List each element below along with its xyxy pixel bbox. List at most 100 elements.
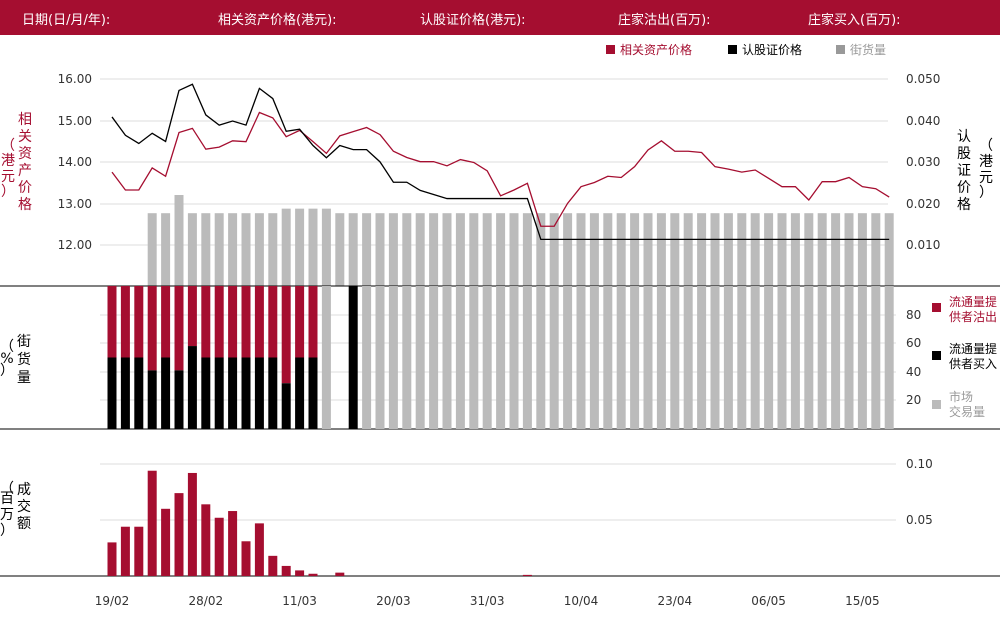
turnover-bar [214, 517, 224, 576]
market-volume-bar [536, 286, 546, 429]
market-volume-bar [415, 286, 425, 429]
outstanding-bar [737, 213, 747, 286]
legend-swatch-mm-buy [932, 351, 941, 360]
mm-sell-bar [308, 286, 318, 358]
market-volume-bar [469, 286, 479, 429]
x-tick-label: 20/03 [376, 594, 411, 608]
outstanding-bar [616, 213, 626, 286]
outstanding-bar [214, 213, 224, 286]
turnover-bar [147, 470, 157, 576]
outstanding-bar [308, 208, 318, 286]
svg-text:%: % [0, 351, 13, 367]
outstanding-bar [630, 213, 640, 286]
x-tick-label: 11/03 [282, 594, 317, 608]
legend-label-mm-sell-2: 供者沽出 [949, 310, 997, 324]
market-volume-bar [442, 286, 452, 429]
mm-buy-bar [281, 383, 291, 429]
outstanding-bar [764, 213, 774, 286]
svg-text:价: 价 [957, 180, 971, 196]
market-volume-bar [455, 286, 465, 429]
mm-buy-bar [107, 357, 117, 429]
market-volume-bar [496, 286, 506, 429]
x-axis-ticks: 19/02 28/02 11/03 20/03 31/03 10/04 23/04 06/05… [95, 594, 880, 608]
asset-price-label: 相关资产价格(港元): [218, 13, 337, 28]
svg-text:港: 港 [1, 153, 15, 169]
outstanding-bar [496, 213, 506, 286]
outstanding-bar [281, 208, 291, 286]
svg-text:（: （ [0, 339, 14, 355]
turnover-bar [174, 493, 184, 576]
legend-swatch-market [932, 400, 941, 409]
svg-text:交: 交 [17, 498, 31, 515]
svg-text:关: 关 [18, 129, 32, 145]
right-tick: 40 [906, 365, 921, 379]
market-volume-bar [857, 286, 867, 429]
turnover-bar [281, 565, 291, 576]
turnover-bar [187, 472, 197, 576]
market-volume-bar [402, 286, 412, 429]
right-tick: 0.030 [906, 155, 940, 169]
outstanding-bar [321, 208, 331, 286]
mm-sell-bar [268, 286, 278, 358]
market-volume-bar [710, 286, 720, 429]
market-volume-bar [844, 286, 854, 429]
outstanding-bar [884, 213, 894, 286]
asset-price-line [111, 111, 890, 227]
outstanding-bar [429, 213, 439, 286]
left-tick: 15.00 [58, 114, 92, 128]
market-volume-bar [429, 286, 439, 429]
outstanding-bar [509, 213, 519, 286]
outstanding-bar [295, 208, 305, 286]
market-volume-bar [643, 286, 653, 429]
mm-sell-bar [214, 286, 224, 358]
left-tick: 16.00 [58, 72, 92, 86]
x-tick-label: 28/02 [189, 594, 224, 608]
date-label: 日期(日/月/年): [22, 13, 111, 28]
market-volume-bar [549, 286, 559, 429]
header-bar: 日期(日/月/年): 相关资产价格(港元): 认股证价格(港元): 庄家沽出(百… [0, 0, 1000, 35]
left-tick: 13.00 [58, 197, 92, 211]
panel2-left-axis-label: 街 货 量 （ % ） [0, 334, 31, 386]
x-tick-label: 15/05 [845, 594, 880, 608]
market-volume-bar [509, 286, 519, 429]
panel1-right-ticks: 0.050 0.040 0.030 0.020 0.010 [906, 72, 940, 252]
outstanding-bar [683, 213, 693, 286]
outstanding-bar [723, 213, 733, 286]
outstanding-bar [536, 213, 546, 286]
legend-label-market-1: 市场 [949, 389, 973, 404]
x-tick-label: 19/02 [95, 594, 130, 608]
legend-swatch-asset [606, 45, 615, 54]
panel1-left-ticks: 16.00 15.00 14.00 13.00 12.00 [58, 72, 92, 252]
warrant-price-line [111, 83, 890, 241]
turnover-bar [161, 508, 171, 576]
outstanding-bar [857, 213, 867, 286]
x-tick-label: 23/04 [658, 594, 693, 608]
market-volume-bar [790, 286, 800, 429]
turnover-bar [295, 570, 305, 576]
market-volume-bar [670, 286, 680, 429]
svg-text:港: 港 [979, 154, 993, 170]
svg-text:价: 价 [18, 180, 32, 196]
outstanding-bar [442, 213, 452, 286]
outstanding-bar [697, 213, 707, 286]
svg-text:（: （ [979, 138, 993, 154]
outstanding-bar [241, 213, 251, 286]
svg-text:量: 量 [17, 370, 31, 386]
outstanding-bar [335, 213, 345, 286]
outstanding-bar [871, 213, 881, 286]
outstanding-bar [817, 213, 827, 286]
market-volume-bar [482, 286, 492, 429]
svg-text:成: 成 [17, 482, 31, 498]
outstanding-bar [549, 213, 559, 286]
right-tick: 0.020 [906, 197, 940, 211]
mm-buy-bar [214, 357, 224, 429]
right-tick: 0.10 [906, 457, 933, 471]
mm-sell-bar [187, 286, 197, 347]
right-tick: 0.040 [906, 114, 940, 128]
top-legend: 相关资产价格 认股证价格 街货量 [606, 42, 886, 57]
market-volume-bar [576, 286, 586, 429]
legend-label-mm-buy-1: 流通量提 [949, 341, 997, 356]
turnover-bars [107, 470, 532, 576]
outstanding-bar [831, 213, 841, 286]
